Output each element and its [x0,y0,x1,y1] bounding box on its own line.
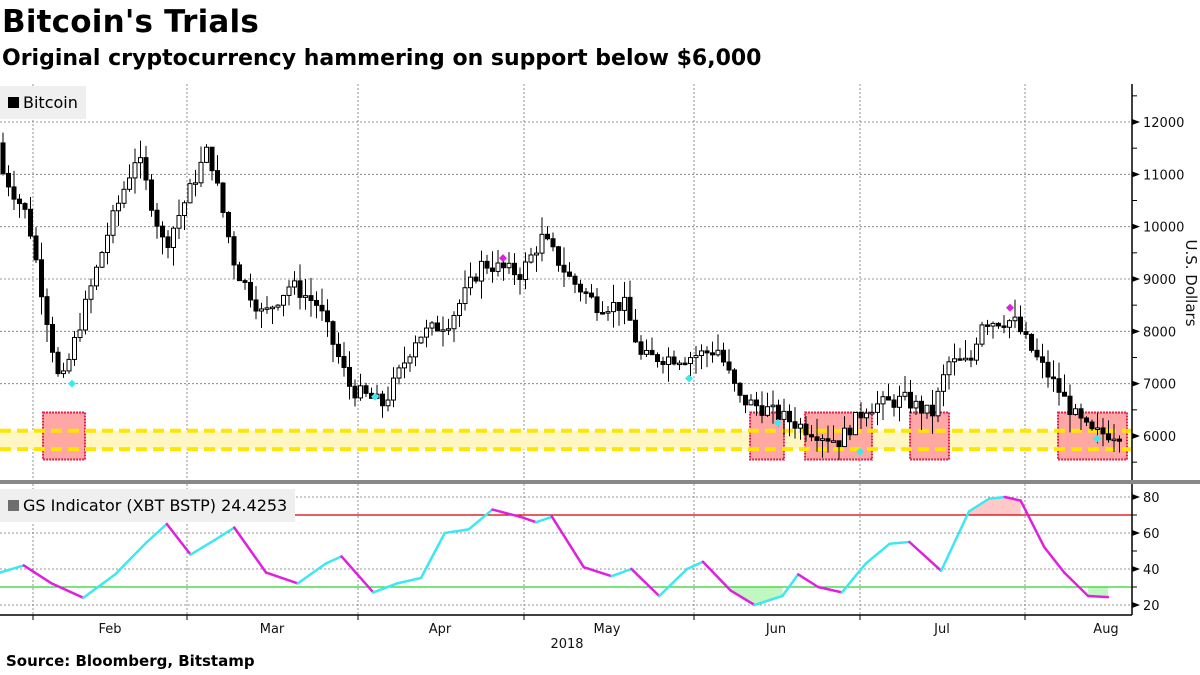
legend-label: Bitcoin [23,93,78,112]
signal-markers [68,254,1101,456]
gs-indicator-line [0,495,1110,607]
right-axis-top: 12000 11000 10000 9000 8000 7000 6000 [1131,84,1184,480]
legend-label: GS Indicator (XBT BSTP) 24.4253 [23,496,288,515]
legend-swatch-icon [8,97,19,108]
chart-title: Bitcoin's Trials [2,4,260,40]
svg-text:12000: 12000 [1143,116,1184,131]
svg-text:Jun: Jun [765,622,786,637]
svg-text:40: 40 [1143,563,1160,578]
svg-text:60: 60 [1143,527,1160,542]
svg-text:7000: 7000 [1143,378,1176,393]
svg-text:10000: 10000 [1143,221,1184,236]
svg-text:Mar: Mar [260,622,285,637]
svg-text:2018: 2018 [550,637,583,652]
svg-text:Feb: Feb [98,622,121,637]
legend-swatch-icon [8,500,19,511]
right-axis-bottom: 80 60 40 20 [0,484,1160,616]
svg-text:Aug: Aug [1093,622,1118,637]
svg-text:9000: 9000 [1143,273,1176,288]
svg-text:80: 80 [1143,491,1160,506]
svg-text:Apr: Apr [429,622,452,637]
legend-gs-indicator: GS Indicator (XBT BSTP) 24.4253 [0,489,296,522]
source-note: Source: Bloomberg, Bitstamp [6,652,255,670]
support-band [0,430,1132,450]
indicator-zone-fills [730,497,1108,605]
svg-text:11000: 11000 [1143,168,1184,183]
x-axis: Feb Mar Apr May Jun Jul Aug 2018 [32,615,1119,652]
svg-text:20: 20 [1143,599,1160,614]
legend-bitcoin: Bitcoin [0,86,86,119]
svg-text:6000: 6000 [1143,430,1176,445]
support-dashes [0,428,1132,452]
svg-text:Jul: Jul [933,622,950,637]
price-gridlines [0,84,1132,480]
bitcoin-candlesticks [0,132,1122,461]
chart-subtitle: Original cryptocurrency hammering on sup… [2,46,762,71]
svg-text:8000: 8000 [1143,325,1176,340]
y-axis-label: U.S. Dollars [1182,239,1200,326]
svg-text:May: May [594,622,621,637]
panel-divider [0,480,1200,484]
